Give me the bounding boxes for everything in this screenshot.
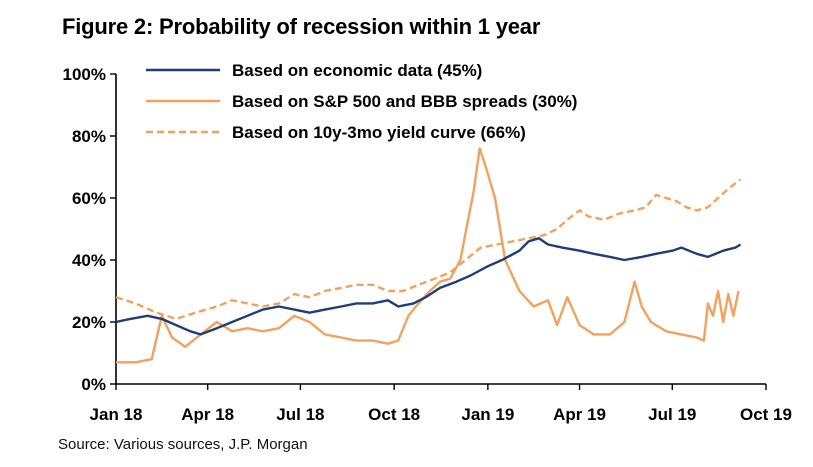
chart-axes: 0% 20% 40% 60% 80% 100% Jan 18 Apr 18 Jul 18 Oct … (63, 65, 792, 424)
series-line-1 (116, 147, 740, 364)
y-tick-label: 40% (72, 251, 106, 270)
x-tick-label: Jan 18 (90, 405, 143, 424)
chart-series (115, 147, 742, 364)
source-note: Source: Various sources, J.P. Morgan (58, 436, 308, 453)
x-tick-label: Oct 18 (368, 405, 420, 424)
y-tick-label: 100% (63, 65, 106, 84)
series-line-0 (115, 237, 742, 336)
legend-label-1: Based on S&P 500 and BBB spreads (30%) (232, 92, 577, 111)
chart-legend: Based on economic data (45%) Based on S&P… (146, 61, 577, 142)
x-tick-label: Apr 19 (553, 405, 606, 424)
legend-label-0: Based on economic data (45%) (232, 61, 482, 80)
x-tick-label: Jul 18 (276, 405, 324, 424)
y-tick-label: 0% (81, 375, 106, 394)
y-tick-label: 20% (72, 313, 106, 332)
x-tick-label: Apr 18 (181, 405, 234, 424)
series-line-2 (115, 178, 742, 321)
chart-title: Figure 2: Probability of recession withi… (62, 14, 541, 39)
x-tick-label: Jan 19 (461, 405, 514, 424)
y-tick-label: 80% (72, 127, 106, 146)
x-tick-label: Jul 19 (648, 405, 696, 424)
legend-label-2: Based on 10y-3mo yield curve (66%) (232, 123, 526, 142)
y-tick-label: 60% (72, 189, 106, 208)
x-tick-label: Oct 19 (740, 405, 792, 424)
